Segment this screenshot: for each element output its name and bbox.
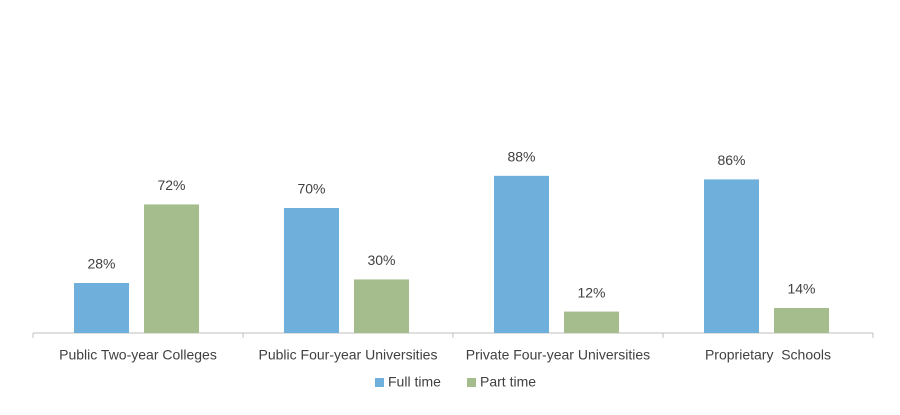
bar bbox=[564, 311, 619, 333]
bar bbox=[284, 207, 339, 333]
legend-swatch bbox=[375, 378, 384, 387]
legend-label: Full time bbox=[388, 374, 441, 390]
data-label: 14% bbox=[787, 281, 815, 297]
bar bbox=[354, 279, 409, 333]
data-label: 86% bbox=[717, 152, 745, 168]
x-tick-label: Public Four-year Universities bbox=[259, 347, 438, 363]
bar bbox=[74, 282, 129, 333]
data-label: 70% bbox=[297, 181, 325, 197]
data-label: 12% bbox=[577, 284, 605, 300]
data-label: 28% bbox=[87, 256, 115, 272]
x-tick-label: Proprietary Schools bbox=[705, 347, 831, 363]
data-label: 88% bbox=[507, 149, 535, 165]
x-tick-label: Public Two-year Colleges bbox=[59, 347, 217, 363]
bar bbox=[494, 175, 549, 333]
data-label: 72% bbox=[157, 177, 185, 193]
bar bbox=[774, 307, 829, 333]
legend-label: Part time bbox=[480, 374, 536, 390]
bar bbox=[704, 179, 759, 333]
bar bbox=[144, 204, 199, 333]
data-label: 30% bbox=[367, 252, 395, 268]
x-tick-label: Private Four-year Universities bbox=[466, 347, 650, 363]
legend-swatch bbox=[467, 378, 476, 387]
